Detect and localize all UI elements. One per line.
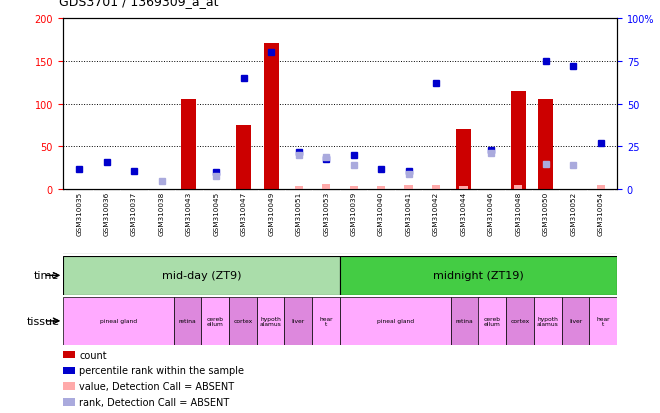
Bar [506,297,534,345]
Text: liver: liver [292,318,305,324]
Bar [174,297,201,345]
Text: cereb
ellum: cereb ellum [484,316,501,326]
Bar [312,297,340,345]
Bar [322,185,330,190]
Text: retina: retina [456,318,473,324]
Bar [432,186,440,190]
Text: GSM310036: GSM310036 [104,191,110,235]
Bar [350,187,358,190]
Text: GSM310048: GSM310048 [515,191,521,235]
Bar [229,297,257,345]
Text: GSM310051: GSM310051 [296,191,302,235]
Text: GSM310035: GSM310035 [76,191,82,235]
Text: GSM310038: GSM310038 [158,191,164,235]
Text: cereb
ellum: cereb ellum [207,316,224,326]
Text: hypoth
alamus: hypoth alamus [537,316,558,326]
Text: GSM310042: GSM310042 [433,191,439,235]
Bar [340,297,451,345]
Text: GSM310050: GSM310050 [543,191,548,235]
Text: retina: retina [179,318,196,324]
Text: percentile rank within the sample: percentile rank within the sample [79,366,244,375]
Text: tissue: tissue [26,316,59,326]
Bar [589,297,617,345]
Bar [236,126,251,190]
Text: value, Detection Call = ABSENT: value, Detection Call = ABSENT [79,381,234,391]
Text: GSM310041: GSM310041 [405,191,412,235]
Bar [456,130,471,190]
Bar [340,256,617,295]
Bar [182,100,197,190]
Text: GSM310047: GSM310047 [241,191,247,235]
Text: GSM310044: GSM310044 [461,191,467,235]
Bar [264,44,279,190]
Text: GSM310039: GSM310039 [350,191,356,235]
Bar [478,297,506,345]
Bar [562,297,589,345]
Bar [294,187,303,190]
Bar [534,297,562,345]
Bar [63,297,174,345]
Bar [459,187,467,190]
Bar [511,91,526,190]
Text: cortex: cortex [234,318,252,324]
Text: midnight (ZT19): midnight (ZT19) [433,271,524,281]
Text: count: count [79,350,107,360]
Bar [63,256,340,295]
Text: GSM310046: GSM310046 [488,191,494,235]
Text: hear
t: hear t [319,316,333,326]
Text: hear
t: hear t [597,316,610,326]
Text: GSM310045: GSM310045 [213,191,219,235]
Text: GSM310043: GSM310043 [186,191,192,235]
Text: GSM310049: GSM310049 [268,191,275,235]
Bar [538,100,553,190]
Text: GSM310040: GSM310040 [378,191,384,235]
Bar [257,297,284,345]
Text: time: time [34,271,59,281]
Text: GSM310053: GSM310053 [323,191,329,235]
Text: cortex: cortex [511,318,529,324]
Bar [377,187,385,190]
Bar [451,297,478,345]
Bar [514,186,523,190]
Bar [597,186,605,190]
Text: liver: liver [569,318,582,324]
Text: GSM310037: GSM310037 [131,191,137,235]
Text: GSM310054: GSM310054 [598,191,604,235]
Bar [284,297,312,345]
Text: GSM310052: GSM310052 [570,191,576,235]
Bar [201,297,229,345]
Text: mid-day (ZT9): mid-day (ZT9) [162,271,241,281]
Bar [405,186,412,190]
Text: hypoth
alamus: hypoth alamus [260,316,281,326]
Text: rank, Detection Call = ABSENT: rank, Detection Call = ABSENT [79,397,230,407]
Text: pineal gland: pineal gland [100,318,137,324]
Text: pineal gland: pineal gland [377,318,414,324]
Text: GDS3701 / 1369309_a_at: GDS3701 / 1369309_a_at [59,0,219,8]
